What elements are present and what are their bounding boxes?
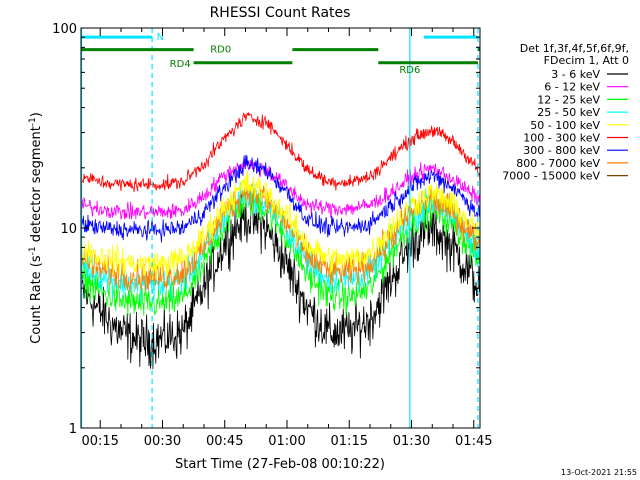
legend-label: 25 - 50 keV <box>537 106 600 119</box>
legend-label: 6 - 12 keV <box>544 81 600 94</box>
legend-label: 50 - 100 keV <box>530 119 600 132</box>
series-line-50to100keV <box>80 171 481 280</box>
bar-label-n: N <box>157 32 164 43</box>
series-line-12to25keV <box>80 185 481 317</box>
y-axis-label: Count Rate (s-1 detector segment-1) <box>28 112 44 344</box>
bar-label-rd4: RD4 <box>170 59 191 70</box>
legend-label: 800 - 7000 keV <box>516 157 600 170</box>
y-tick-label: 100 <box>52 22 77 37</box>
legend: Det 1f,3f,4f,5f,6f,9f, FDecim 1, Att 0 3… <box>502 42 629 183</box>
legend-label: 300 - 800 keV <box>523 144 600 157</box>
y-axis-label-end: ) <box>29 112 44 117</box>
y-axis-label-sup2: -1 <box>28 117 38 126</box>
x-axis: 00:15 00:30 00:45 01:00 01:15 01:30 01:45 <box>81 28 493 449</box>
x-tick-label: 00:30 <box>144 434 181 449</box>
plot-area: N RD0 RD4 RD6 <box>80 28 481 428</box>
x-tick-label: 01:45 <box>455 434 492 449</box>
legend-header-line1: Det 1f,3f,4f,5f,6f,9f, <box>520 42 629 55</box>
timestamp: 13-Oct-2021 21:55 <box>561 468 637 477</box>
x-tick-label: 00:45 <box>206 434 243 449</box>
y-tick-label: 10 <box>60 222 77 237</box>
bar-label-rd6: RD6 <box>399 65 420 76</box>
legend-label: 12 - 25 keV <box>537 93 600 106</box>
x-tick-label: 00:15 <box>81 434 118 449</box>
legend-header-line2: FDecim 1, Att 0 <box>544 54 629 67</box>
legend-label: 100 - 300 keV <box>523 132 600 145</box>
series-line-300to800keV <box>80 154 481 243</box>
series-line-3to6keV <box>80 192 481 370</box>
x-tick-label: 01:30 <box>393 434 430 449</box>
legend-label: 7000 - 15000 keV <box>502 170 600 183</box>
legend-label: 3 - 6 keV <box>551 68 600 81</box>
bar-label-rd0: RD0 <box>210 45 231 56</box>
x-tick-label: 01:15 <box>331 434 368 449</box>
series-line-100to300keV <box>80 112 481 193</box>
y-axis-label-mid: detector segment <box>29 126 44 246</box>
chart-title: RHESSI Count Rates <box>210 5 351 21</box>
x-tick-label: 01:00 <box>268 434 305 449</box>
y-axis: 1 10 100 <box>52 22 480 437</box>
x-axis-label: Start Time (27-Feb-08 00:10:22) <box>175 457 385 472</box>
y-axis-label-sup1: -1 <box>28 246 38 255</box>
y-tick-label: 1 <box>69 422 77 437</box>
y-axis-label-main: Count Rate (s <box>29 255 44 344</box>
